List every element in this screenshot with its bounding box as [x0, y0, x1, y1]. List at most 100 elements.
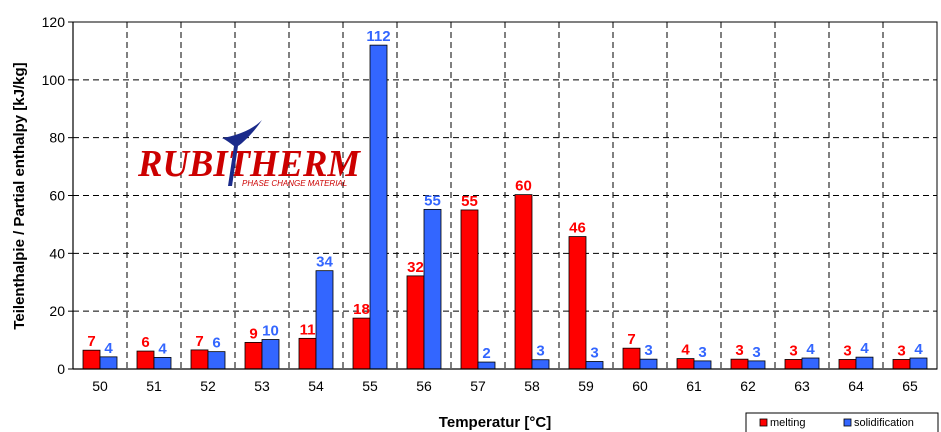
- bar-melting-51: [136, 350, 155, 370]
- y-tick-label: 20: [49, 303, 65, 319]
- y-tick-label: 80: [49, 130, 65, 146]
- bar-melting-62: [730, 358, 749, 370]
- data-label-solidification-51: 4: [158, 340, 167, 357]
- x-tick-label: 54: [308, 378, 324, 394]
- bar-melting-65: [892, 359, 911, 370]
- legend: melting solidification: [745, 412, 939, 432]
- data-label-melting-54: 11: [300, 321, 316, 338]
- x-axis-title: Temperatur [°C]: [439, 414, 551, 431]
- bar-melting-54: [298, 337, 317, 370]
- bar-melting-56: [406, 275, 425, 370]
- logo-swoosh-icon: [222, 120, 262, 186]
- data-label-melting-62: 3: [735, 342, 743, 359]
- bar-melting-57: [460, 209, 479, 370]
- data-label-melting-60: 7: [627, 331, 635, 348]
- y-tick-label: 0: [57, 361, 65, 377]
- legend-melting-label: melting: [770, 417, 805, 429]
- bar-solidification-53: [261, 339, 280, 370]
- data-label-solidification-63: 4: [806, 341, 815, 358]
- bar-melting-64: [838, 359, 857, 370]
- bar-solidification-65: [909, 357, 928, 370]
- data-label-melting-59: 46: [569, 220, 586, 237]
- bar-melting-60: [622, 347, 641, 370]
- bars: [82, 44, 928, 370]
- x-tick-label: 58: [524, 378, 540, 394]
- logo: RUBITHERM PHASE CHANGE MATERIAL: [137, 120, 361, 188]
- x-tick-label: 53: [254, 378, 270, 394]
- data-label-melting-56: 32: [407, 259, 424, 276]
- bar-solidification-62: [747, 360, 766, 370]
- bar-melting-50: [82, 349, 101, 370]
- bar-melting-52: [190, 349, 209, 370]
- bar-solidification-60: [639, 358, 658, 370]
- bar-solidification-56: [423, 208, 442, 370]
- legend-melting-swatch: [759, 418, 768, 427]
- data-label-solidification-61: 3: [698, 344, 706, 361]
- y-tick-label: 120: [42, 14, 66, 30]
- x-tick-label: 59: [578, 378, 594, 394]
- bar-solidification-61: [693, 360, 712, 370]
- data-label-solidification-59: 3: [590, 344, 598, 361]
- data-label-melting-63: 3: [789, 342, 797, 359]
- legend-box: [745, 412, 939, 432]
- data-label-solidification-50: 4: [104, 340, 113, 357]
- data-label-melting-53: 9: [249, 325, 257, 342]
- bar-solidification-52: [207, 351, 226, 370]
- y-tick-label: 60: [49, 188, 65, 204]
- data-label-solidification-62: 3: [752, 344, 760, 361]
- bar-solidification-64: [855, 356, 874, 370]
- y-axis-title: Teilenthalpie / Partial enthalpy [kJ/kg]: [11, 62, 28, 329]
- data-label-solidification-60: 3: [644, 342, 652, 359]
- bar-solidification-57: [477, 361, 496, 370]
- data-label-solidification-58: 3: [536, 343, 544, 360]
- data-label-melting-52: 7: [195, 333, 203, 350]
- data-label-melting-61: 4: [681, 342, 690, 359]
- bar-solidification-54: [315, 270, 334, 370]
- x-tick-label: 50: [92, 378, 108, 394]
- bar-melting-58: [514, 194, 533, 370]
- y-tick-label: 100: [42, 72, 66, 88]
- bar-solidification-51: [153, 357, 172, 370]
- bar-melting-59: [568, 236, 587, 370]
- y-tick-label: 40: [49, 245, 65, 261]
- data-label-melting-51: 6: [141, 334, 149, 351]
- data-label-solidification-56: 55: [424, 192, 441, 209]
- bar-solidification-58: [531, 359, 550, 370]
- x-tick-labels: 50 51 52 53 54 55 56 57 58 59 60 61 62 63 64 65: [92, 378, 918, 394]
- bar-melting-55: [352, 317, 371, 370]
- data-label-melting-50: 7: [87, 333, 95, 350]
- x-tick-label: 60: [632, 378, 648, 394]
- x-tick-label: 65: [902, 378, 918, 394]
- x-tick-label: 56: [416, 378, 432, 394]
- data-label-melting-55: 18: [353, 301, 370, 318]
- x-tick-label: 64: [848, 378, 864, 394]
- x-tick-label: 55: [362, 378, 378, 394]
- data-label-solidification-54: 34: [316, 254, 333, 271]
- x-tick-label: 62: [740, 378, 756, 394]
- y-tick-labels: 0 20 40 60 80 100 120: [42, 14, 66, 377]
- bar-melting-61: [676, 358, 695, 370]
- bar-melting-53: [244, 341, 263, 370]
- logo-tagline: PHASE CHANGE MATERIAL: [242, 179, 347, 188]
- data-label-solidification-65: 4: [914, 341, 923, 358]
- data-label-solidification-55: 112: [366, 28, 390, 45]
- data-label-solidification-53: 10: [262, 323, 279, 340]
- x-tick-label: 51: [146, 378, 162, 394]
- x-tick-label: 57: [470, 378, 486, 394]
- data-label-solidification-52: 6: [212, 335, 220, 352]
- x-tick-label: 61: [686, 378, 702, 394]
- data-label-melting-64: 3: [843, 342, 851, 359]
- bar-solidification-55: [369, 44, 388, 370]
- legend-solidification-swatch: [843, 418, 852, 427]
- logo-brand-text: RUBITHERM: [137, 143, 361, 185]
- bar-melting-63: [784, 359, 803, 370]
- data-label-melting-58: 60: [515, 178, 532, 195]
- x-tick-label: 63: [794, 378, 810, 394]
- bar-solidification-59: [585, 361, 604, 370]
- data-label-melting-65: 3: [897, 342, 905, 359]
- axes: [68, 21, 937, 370]
- bar-solidification-63: [801, 357, 820, 370]
- data-label-solidification-64: 4: [860, 340, 869, 357]
